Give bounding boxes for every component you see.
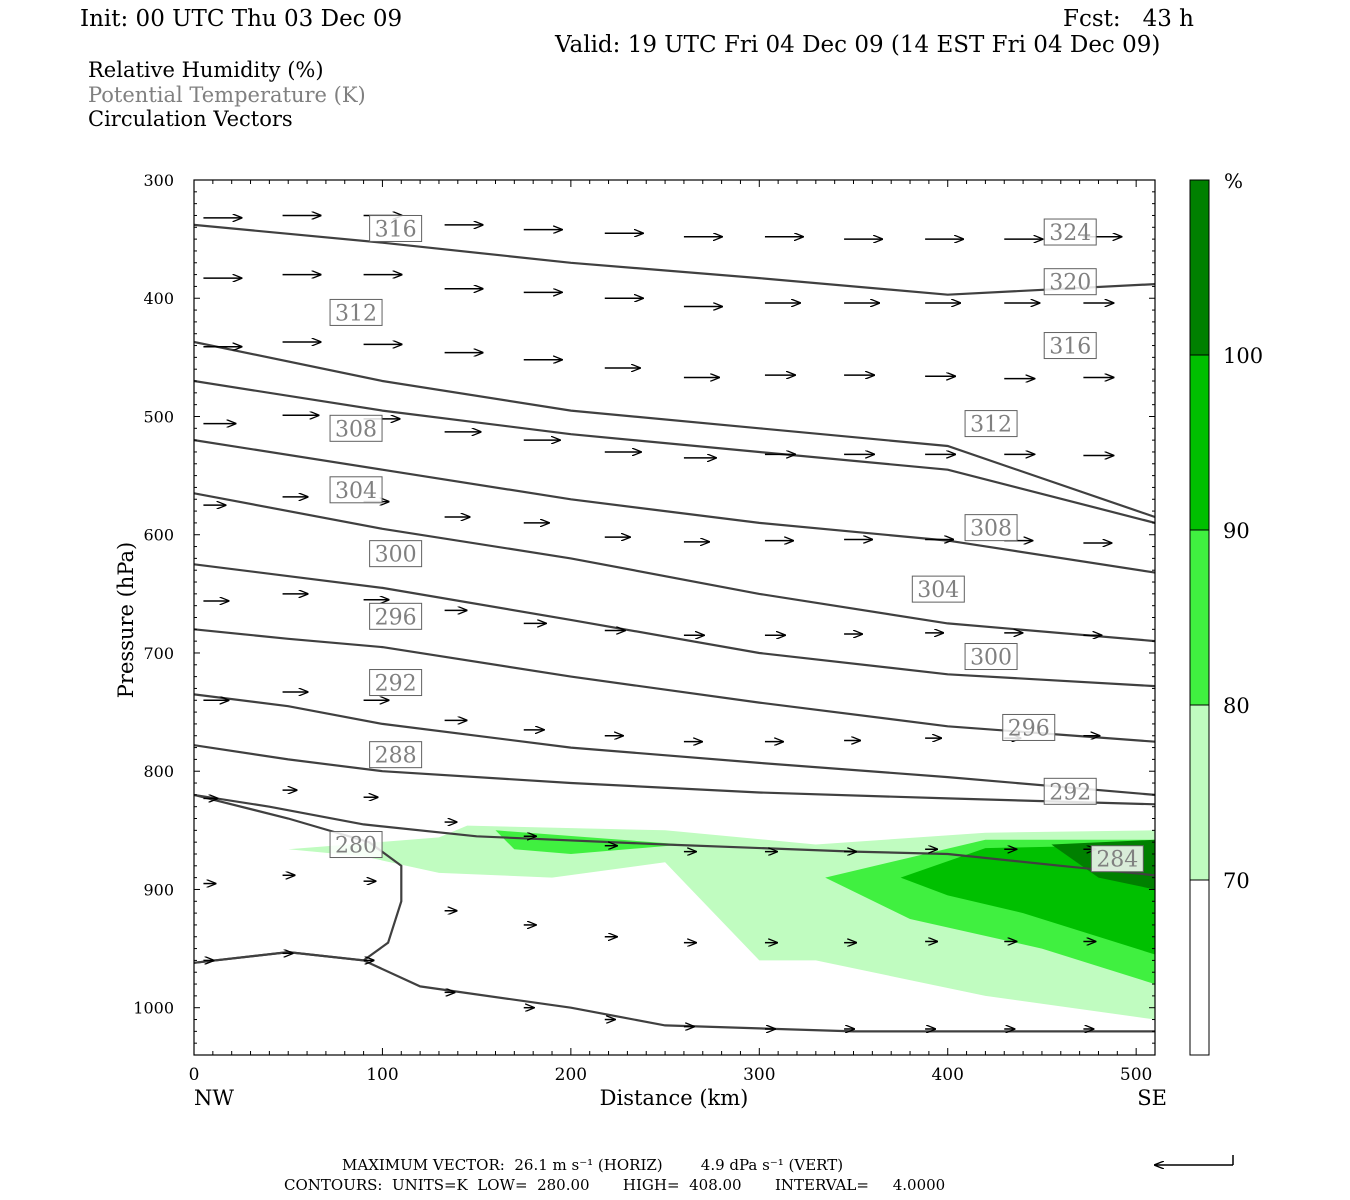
theta-label-box — [1043, 218, 1097, 246]
colorbar-label: 70 — [1223, 869, 1250, 893]
theta-label: 300 — [375, 543, 417, 568]
legend-vectors: Circulation Vectors — [88, 107, 293, 131]
x-tick-label: 500 — [1120, 1065, 1152, 1085]
theta-contour-312 — [194, 379, 1155, 524]
theta-label: 304 — [917, 578, 959, 603]
theta-label: 284 — [1096, 848, 1138, 873]
y-tick-label: 1000 — [133, 999, 174, 1018]
colorbar-unit: % — [1224, 169, 1243, 193]
rh-shading — [288, 825, 1155, 1020]
theta-label-box — [369, 214, 423, 242]
theta-label-box — [1002, 713, 1056, 741]
y-tick-label: 300 — [143, 171, 174, 190]
theta-label: 292 — [375, 672, 417, 697]
theta-label: 304 — [335, 479, 377, 504]
theta-contour-288 — [194, 744, 1155, 806]
theta-contour-292 — [194, 693, 1155, 796]
theta-label-box — [911, 575, 965, 603]
theta-labels: 316 312 308 304 300 296 292 288 280 324 320 316 312 3… — [329, 214, 1144, 873]
theta-label: 296 — [375, 605, 417, 630]
y-tick-label: 600 — [143, 526, 174, 545]
theta-label: 280 — [335, 834, 377, 859]
theta-contour-296 — [194, 628, 1155, 743]
legend-rh: Relative Humidity (%) — [88, 58, 324, 82]
forecast-hour: Fcst: 43 h — [1063, 6, 1194, 32]
theta-label-box — [369, 741, 423, 769]
theta-label: 312 — [335, 301, 377, 326]
theta-label: 308 — [970, 517, 1012, 542]
theta-label: 312 — [970, 413, 1012, 438]
x-tick-label: 0 — [189, 1065, 200, 1085]
theta-label-box — [369, 540, 423, 568]
theta-contour-320 — [194, 223, 1155, 296]
colorbar-segment — [1189, 179, 1210, 356]
theta-label-box — [329, 831, 383, 859]
colorbar-segment — [1189, 529, 1210, 706]
init-time: Init: 00 UTC Thu 03 Dec 09 — [80, 6, 403, 32]
theta-contours — [194, 223, 1155, 1033]
theta-label-box — [964, 514, 1018, 542]
theta-contour-304 — [194, 492, 1155, 643]
x-tick-label: 300 — [743, 1065, 775, 1085]
colorbar-segment — [1189, 704, 1210, 881]
colorbar-label: 90 — [1223, 519, 1250, 543]
contour-note: CONTOURS: UNITS=K LOW= 280.00 HIGH= 408.… — [284, 1176, 946, 1194]
max-vector-note: MAXIMUM VECTOR: 26.1 m s⁻¹ (HORIZ) 4.9 d… — [342, 1156, 844, 1174]
theta-label-box — [964, 410, 1018, 438]
y-tick-label: 400 — [143, 289, 174, 308]
theta-label: 296 — [1008, 716, 1050, 741]
colorbar-label: 80 — [1223, 694, 1250, 718]
theta-contour-316 — [194, 340, 1155, 519]
x-tick-label: 200 — [555, 1065, 587, 1085]
colorbar: % 70 80 90 100 — [1189, 169, 1263, 1056]
y-axis-label: Pressure (hPa) — [114, 542, 138, 698]
theta-label-box — [1043, 777, 1097, 805]
y-tick-label: 700 — [143, 644, 174, 663]
colorbar-segment — [1189, 879, 1210, 1056]
theta-label: 316 — [1049, 335, 1091, 360]
theta-label: 288 — [375, 744, 417, 769]
theta-label-box — [964, 643, 1018, 671]
colorbar-segment — [1189, 354, 1210, 531]
theta-label-box — [1043, 332, 1097, 360]
theta-label: 300 — [970, 646, 1012, 671]
x-tick-label: 100 — [366, 1065, 398, 1085]
theta-label: 308 — [335, 417, 377, 442]
reference-vector — [1155, 1155, 1234, 1165]
y-tick-label: 500 — [143, 407, 174, 426]
theta-label: 316 — [375, 217, 417, 242]
theta-label-box — [329, 414, 383, 442]
theta-label: 320 — [1049, 271, 1091, 296]
y-tick-label: 900 — [143, 880, 174, 899]
theta-label-box — [329, 476, 383, 504]
theta-contour-300 — [194, 563, 1155, 688]
theta-label-box — [369, 602, 423, 630]
x-tick-label: 400 — [931, 1065, 963, 1085]
theta-contour-280 — [194, 793, 403, 964]
x-axis-label: Distance (km) — [600, 1086, 749, 1110]
theta-label-box — [369, 669, 423, 697]
valid-time: Valid: 19 UTC Fri 04 Dec 09 (14 EST Fri … — [555, 32, 1161, 58]
theta-contour-284 — [194, 793, 1155, 877]
x-end-label-left: NW — [194, 1086, 234, 1110]
theta-label-box — [329, 298, 383, 326]
y-tick-label: 800 — [143, 762, 174, 781]
theta-contour-284 — [194, 950, 1155, 1033]
x-end-label-right: SE — [1137, 1086, 1167, 1110]
theta-label-box — [1043, 268, 1097, 296]
theta-contour-308 — [194, 439, 1155, 574]
axes: 300 400 500 600 700 800 900 1000 0 100 200 300 400 50… — [133, 171, 1156, 1085]
theta-label-box — [1090, 845, 1144, 873]
theta-label: 324 — [1049, 221, 1091, 246]
theta-label: 292 — [1049, 780, 1091, 805]
circulation-vectors — [203, 215, 1121, 1029]
legend-theta: Potential Temperature (K) — [88, 83, 366, 107]
colorbar-label: 100 — [1223, 344, 1263, 368]
